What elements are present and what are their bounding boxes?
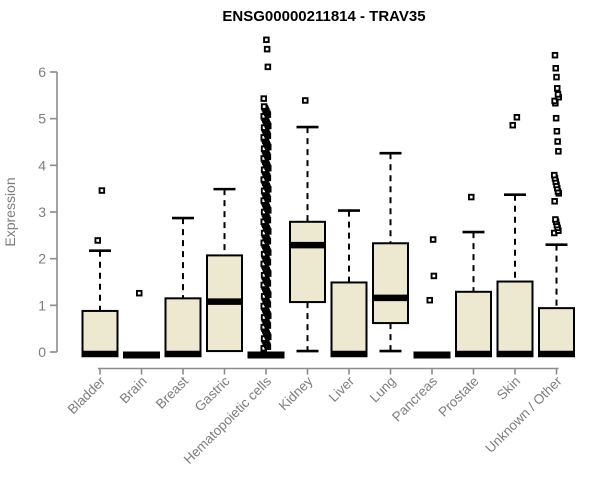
box-liver [330,281,368,353]
chart-title: ENSG00000211814 - TRAV35 [222,8,425,25]
x-tick-label-gastric: Gastric [192,373,233,414]
box-prostate [455,290,492,353]
outlier-point [263,36,270,44]
outlier-point [468,193,475,201]
outlier-point [264,63,272,71]
outlier-point [260,103,268,110]
outlier-point [513,114,521,121]
y-tick-label: 3 [38,204,46,220]
x-tick-label-pancreas: Pancreas [389,373,440,424]
outlier-point [426,296,434,304]
y-tick-label: 0 [38,344,46,360]
box-kidney [289,220,326,304]
x-tick-label-brain: Brain [117,374,150,407]
outlier-point [551,171,558,179]
outlier-point [98,187,106,194]
outlier-point [553,128,561,135]
y-tick-label: 1 [38,297,46,313]
y-tick-label: 6 [38,64,46,80]
x-tick-label-skin: Skin [494,374,523,403]
outlier-point [429,236,437,243]
x-tick-label-prostate: Prostate [435,374,481,420]
outlier-point [555,148,562,155]
x-tick-label-unknown-other: Unknown / Other [482,373,565,456]
y-tick-label: 4 [38,157,46,173]
y-tick-label: 2 [38,251,46,267]
outlier-point [302,97,309,104]
outlier-point [551,198,558,205]
outlier-point [94,237,101,244]
box-lung [372,242,409,325]
outlier-point [263,45,271,53]
x-tick-label-liver: Liver [326,373,358,405]
box-unknown-other [538,307,575,354]
box-bladder [81,309,119,354]
outlier-point [552,65,560,72]
outlier-point [554,91,562,98]
outlier-point [551,97,558,105]
x-tick-label-kidney: Kidney [276,373,316,413]
outlier-point [135,289,143,297]
box-breast [164,297,202,353]
outlier-point [554,138,561,145]
box-skin [496,280,534,354]
y-axis-title: Expression [2,177,18,246]
outlier-point [430,272,438,280]
outlier-point [554,85,561,92]
y-tick-label: 5 [38,111,46,127]
outlier-point [551,51,559,59]
x-tick-label-breast: Breast [153,373,191,411]
outlier-point [509,121,517,129]
outlier-point [553,73,560,81]
x-tick-label-lung: Lung [367,374,399,406]
outlier-point [552,114,560,122]
outlier-point [552,216,559,223]
outlier-point [260,95,268,102]
x-tick-label-bladder: Bladder [65,373,109,417]
